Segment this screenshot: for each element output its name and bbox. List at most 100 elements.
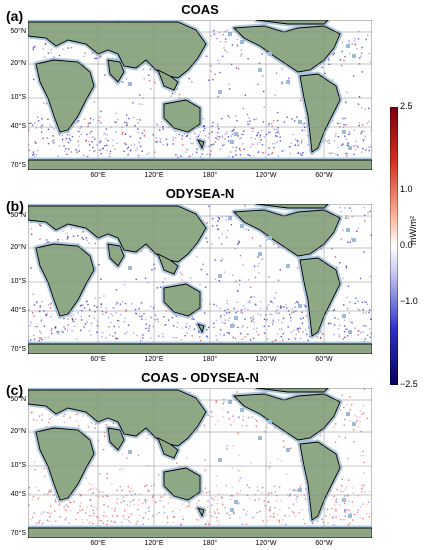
- graticule: [28, 20, 372, 170]
- lat-label: 10°S: [10, 278, 26, 285]
- lon-label: 60°W: [315, 172, 333, 179]
- map-a-svg: [25, 17, 375, 173]
- lat-label: 10°S: [10, 462, 26, 469]
- land-9: [27, 343, 373, 355]
- lat-label: 40°S: [10, 491, 26, 498]
- land-3: [157, 69, 179, 91]
- lat-label: 50°N: [10, 396, 26, 403]
- map-panel-a: [25, 17, 375, 173]
- colorbar-tick-zero: 0.0: [400, 240, 413, 250]
- island-cell: [268, 52, 272, 56]
- island-cell: [286, 80, 290, 84]
- island-cell: [348, 146, 352, 150]
- lon-label: 120°E: [144, 172, 164, 179]
- map-panel-b: [25, 201, 375, 357]
- island-cell: [268, 420, 272, 424]
- lon-label: 60°W: [315, 356, 333, 363]
- lat-label: 20°N: [10, 428, 26, 435]
- colorbar-tick-max: 2.5: [400, 101, 413, 111]
- island-cell: [258, 252, 262, 256]
- panel-b-label: (b): [6, 198, 24, 214]
- land-6: [299, 257, 341, 337]
- lat-label: 40°S: [10, 123, 26, 130]
- island-cell: [230, 324, 234, 328]
- lon-label: 180°: [202, 172, 218, 179]
- land-3: [157, 253, 179, 275]
- island-cell: [234, 500, 238, 504]
- panel-c-label: (c): [6, 382, 24, 398]
- land-8: [197, 139, 205, 150]
- island-cell: [218, 458, 222, 462]
- lon-label: 120°W: [255, 172, 277, 179]
- graticule: [28, 204, 372, 354]
- colorbar-tick-min: −2.5: [400, 379, 418, 389]
- island-cell: [258, 68, 262, 72]
- lat-label: 50°N: [10, 28, 26, 35]
- panel-a-title: COAS: [181, 2, 219, 17]
- lat-label: 70°S: [10, 162, 26, 169]
- island-cell: [346, 412, 350, 416]
- map-b-svg: [25, 201, 375, 357]
- panel-b-title: ODYSEA-N: [165, 186, 235, 201]
- lon-label: 60°E: [90, 356, 106, 363]
- island-cell: [230, 140, 234, 144]
- island-cell: [230, 508, 234, 512]
- island-cell: [240, 408, 244, 412]
- island-cell: [218, 274, 222, 278]
- island-cell: [352, 238, 356, 242]
- island-cell: [286, 448, 290, 452]
- lon-label: 180°: [202, 540, 218, 547]
- lat-label: 10°S: [10, 94, 26, 101]
- island-cell: [240, 224, 244, 228]
- lat-label: 50°N: [10, 212, 26, 219]
- island-cell: [128, 266, 132, 270]
- island-cell: [298, 488, 302, 492]
- lon-label: 60°E: [90, 540, 106, 547]
- lon-label: 120°E: [144, 356, 164, 363]
- island-cell: [218, 90, 222, 94]
- island-cell: [258, 436, 262, 440]
- land-2: [107, 243, 125, 267]
- land-6: [299, 441, 341, 521]
- island-cell: [234, 316, 238, 320]
- lon-label: 120°E: [144, 540, 164, 547]
- lon-label: 120°W: [255, 356, 277, 363]
- land-2: [107, 427, 125, 451]
- lon-label: 60°W: [315, 540, 333, 547]
- island-cell: [240, 40, 244, 44]
- island-cell: [128, 450, 132, 454]
- land-8: [197, 323, 205, 334]
- panel-c-title: COAS - ODYSEA-N: [141, 370, 259, 385]
- map-panel-c: [25, 385, 375, 541]
- lat-label: 20°N: [10, 244, 26, 251]
- graticule: [28, 388, 372, 538]
- island-cell: [234, 132, 238, 136]
- island-cell: [348, 514, 352, 518]
- lat-label: 70°S: [10, 530, 26, 537]
- island-cell: [342, 498, 346, 502]
- lon-label: 120°W: [255, 540, 277, 547]
- map-c-svg: [25, 385, 375, 541]
- island-cell: [348, 330, 352, 334]
- colorbar-tick-pos: 1.0: [400, 184, 413, 194]
- island-cell: [286, 264, 290, 268]
- land-6: [299, 73, 341, 153]
- colorbar-tick-neg: −1.0: [400, 296, 418, 306]
- island-cell: [268, 236, 272, 240]
- lat-label: 40°S: [10, 307, 26, 314]
- land-4: [163, 99, 201, 133]
- land-9: [27, 159, 373, 171]
- island-cell: [228, 400, 232, 404]
- island-cell: [228, 216, 232, 220]
- lat-label: 20°N: [10, 60, 26, 67]
- lat-label: 70°S: [10, 346, 26, 353]
- island-cell: [298, 120, 302, 124]
- lon-label: 60°E: [90, 172, 106, 179]
- island-cell: [346, 228, 350, 232]
- land-4: [163, 467, 201, 501]
- island-cell: [352, 54, 356, 58]
- panel-a-label: (a): [6, 8, 24, 24]
- land-4: [163, 283, 201, 317]
- land-8: [197, 507, 205, 518]
